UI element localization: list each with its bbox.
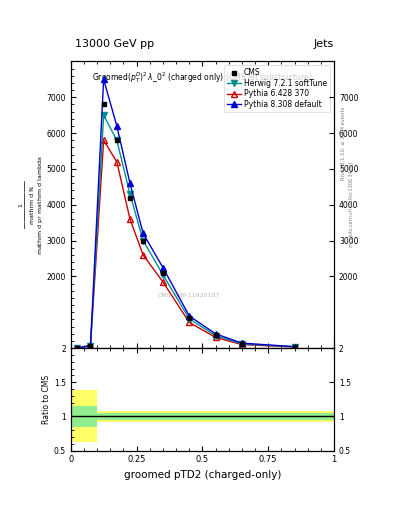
CMS: [114, 137, 119, 143]
Pythia 6.428 370: [128, 216, 132, 222]
Herwig 7.2.1 softTune: [160, 271, 165, 278]
Bar: [71, 391, 84, 442]
X-axis label: groomed pTD2 (charged-only): groomed pTD2 (charged-only): [124, 470, 281, 480]
Pythia 6.428 370: [101, 137, 106, 143]
Text: Jets: Jets: [314, 38, 334, 49]
Pythia 8.308 default: [114, 123, 119, 129]
Herwig 7.2.1 softTune: [114, 137, 119, 143]
Herwig 7.2.1 softTune: [187, 316, 192, 322]
Bar: [229, 411, 255, 422]
Herwig 7.2.1 softTune: [101, 112, 106, 118]
Herwig 7.2.1 softTune: [141, 238, 145, 244]
Bar: [255, 413, 334, 420]
CMS: [239, 340, 244, 347]
Text: mcplots.cern.ch [arXiv:1306.3436]: mcplots.cern.ch [arXiv:1306.3436]: [349, 162, 354, 247]
CMS: [213, 331, 218, 337]
Pythia 6.428 370: [160, 279, 165, 285]
Herwig 7.2.1 softTune: [88, 343, 93, 349]
Line: Pythia 6.428 370: Pythia 6.428 370: [74, 137, 298, 351]
Bar: [110, 413, 123, 420]
Bar: [84, 391, 97, 442]
Pythia 8.308 default: [128, 180, 132, 186]
Line: Herwig 7.2.1 softTune: Herwig 7.2.1 softTune: [74, 112, 298, 351]
Bar: [97, 413, 110, 420]
Pythia 6.428 370: [187, 319, 192, 326]
Bar: [202, 413, 229, 420]
CMS: [292, 344, 297, 350]
Legend: CMS, Herwig 7.2.1 softTune, Pythia 6.428 370, Pythia 8.308 default: CMS, Herwig 7.2.1 softTune, Pythia 6.428…: [224, 65, 330, 112]
Pythia 8.308 default: [141, 230, 145, 237]
Bar: [97, 411, 110, 422]
Pythia 8.308 default: [239, 340, 244, 346]
CMS: [88, 343, 93, 349]
Pythia 6.428 370: [114, 159, 119, 165]
Y-axis label: 1
─────────────
mathrm d N
mathrm d p$_T$ mathrm d lambda: 1 ───────────── mathrm d N mathrm d p$_T…: [18, 155, 45, 254]
Bar: [84, 406, 97, 426]
Text: Groomed$(p_T^D)^2\,\lambda\_0^2$ (charged only) (CMS jet substructure): Groomed$(p_T^D)^2\,\lambda\_0^2$ (charge…: [92, 70, 312, 85]
Pythia 8.308 default: [187, 313, 192, 319]
Pythia 6.428 370: [292, 344, 297, 350]
Herwig 7.2.1 softTune: [213, 333, 218, 339]
Herwig 7.2.1 softTune: [292, 344, 297, 350]
Bar: [176, 411, 202, 422]
Text: Rivet 3.1.10, ≥ 3.5M events: Rivet 3.1.10, ≥ 3.5M events: [341, 106, 346, 180]
Pythia 8.308 default: [75, 345, 80, 351]
Pythia 8.308 default: [88, 343, 93, 349]
Text: CMS-SMP-11920187: CMS-SMP-11920187: [158, 292, 220, 297]
Herwig 7.2.1 softTune: [128, 191, 132, 197]
Bar: [137, 411, 150, 422]
Bar: [123, 413, 137, 420]
Pythia 6.428 370: [141, 252, 145, 258]
Herwig 7.2.1 softTune: [75, 345, 80, 351]
Pythia 6.428 370: [213, 334, 218, 340]
Line: Pythia 8.308 default: Pythia 8.308 default: [74, 76, 298, 351]
Bar: [176, 413, 202, 420]
Bar: [110, 411, 123, 422]
Pythia 8.308 default: [101, 76, 106, 82]
Bar: [229, 413, 255, 420]
Y-axis label: Ratio to CMS: Ratio to CMS: [42, 375, 51, 424]
CMS: [75, 345, 80, 351]
Bar: [150, 413, 176, 420]
Line: CMS: CMS: [75, 102, 297, 351]
Pythia 8.308 default: [213, 331, 218, 337]
Pythia 8.308 default: [292, 344, 297, 350]
CMS: [160, 270, 165, 276]
Bar: [71, 406, 84, 426]
Bar: [123, 411, 137, 422]
CMS: [187, 314, 192, 321]
CMS: [141, 238, 145, 244]
Bar: [150, 411, 176, 422]
CMS: [128, 195, 132, 201]
Pythia 6.428 370: [75, 345, 80, 351]
Herwig 7.2.1 softTune: [239, 341, 244, 347]
Bar: [137, 413, 150, 420]
Bar: [255, 411, 334, 422]
CMS: [101, 101, 106, 108]
Bar: [202, 411, 229, 422]
Pythia 6.428 370: [239, 342, 244, 348]
Pythia 6.428 370: [88, 342, 93, 348]
Text: 13000 GeV pp: 13000 GeV pp: [75, 38, 154, 49]
Pythia 8.308 default: [160, 264, 165, 270]
